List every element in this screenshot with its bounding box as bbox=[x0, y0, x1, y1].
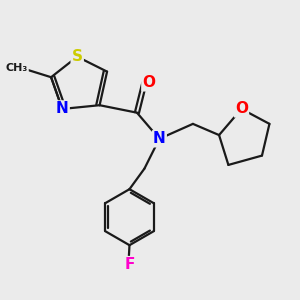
Text: O: O bbox=[235, 101, 248, 116]
Text: N: N bbox=[56, 101, 69, 116]
Text: S: S bbox=[72, 49, 83, 64]
Text: O: O bbox=[142, 75, 155, 90]
Text: N: N bbox=[153, 131, 166, 146]
Text: F: F bbox=[124, 257, 135, 272]
Text: CH₃: CH₃ bbox=[6, 63, 28, 73]
